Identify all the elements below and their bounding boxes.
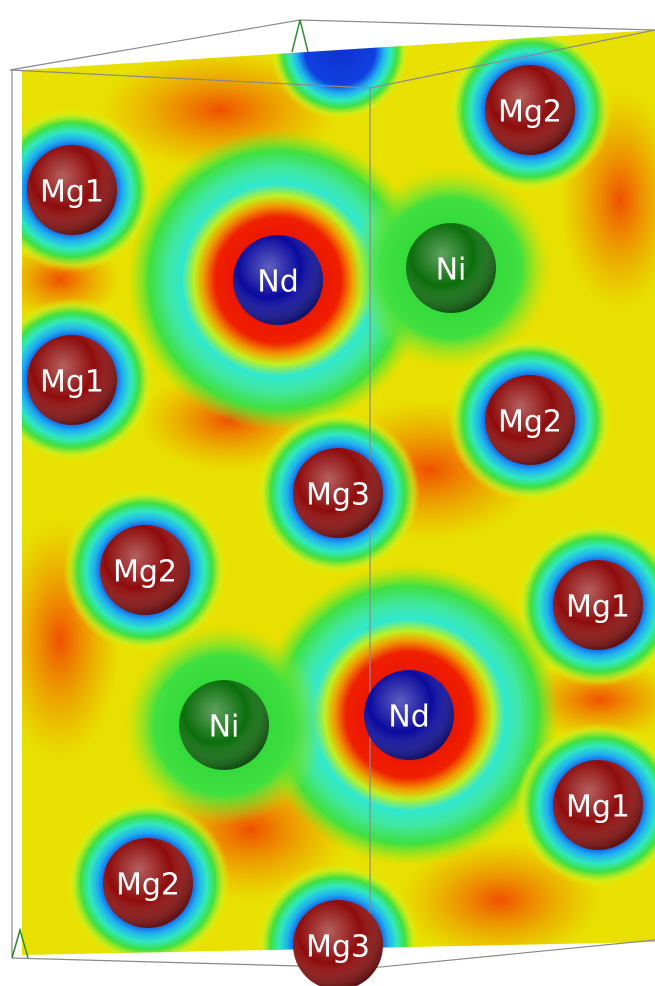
atom-label: Mg1 [40,175,104,210]
atom-label: Mg3 [306,478,370,513]
atom-label: Nd [388,700,429,735]
atom: Mg1 [553,760,643,850]
density-map: Mg2 Mg1 Nd Ni Mg1 Mg2 Mg3 Mg2 Mg1 Nd Ni Mg1 Mg2 Mg3 [0,0,655,986]
atom: Ni [406,223,496,313]
atom-label: Mg2 [498,95,562,130]
atom: Mg3 [293,448,383,538]
atom-label: Nd [257,265,298,300]
atom: Mg2 [485,375,575,465]
atom: Mg1 [27,145,117,235]
atom-label: Mg1 [40,365,104,400]
atom: Mg2 [485,65,575,155]
atom: Nd [233,235,323,325]
atom: Mg3 [293,900,383,986]
atom-label: Mg2 [113,555,177,590]
atom-label: Mg1 [566,790,630,825]
atom-label: Mg2 [498,405,562,440]
atom: Mg1 [553,560,643,650]
atom-label: Mg2 [116,868,180,903]
atom: Nd [364,670,454,760]
atom-label: Mg3 [306,930,370,965]
atom-label: Ni [436,253,467,288]
atom: Mg1 [27,335,117,425]
atom: Ni [179,680,269,770]
atom: Mg2 [100,525,190,615]
atom: Mg2 [103,838,193,928]
atom-label: Mg1 [566,590,630,625]
atom-label: Ni [209,710,240,745]
